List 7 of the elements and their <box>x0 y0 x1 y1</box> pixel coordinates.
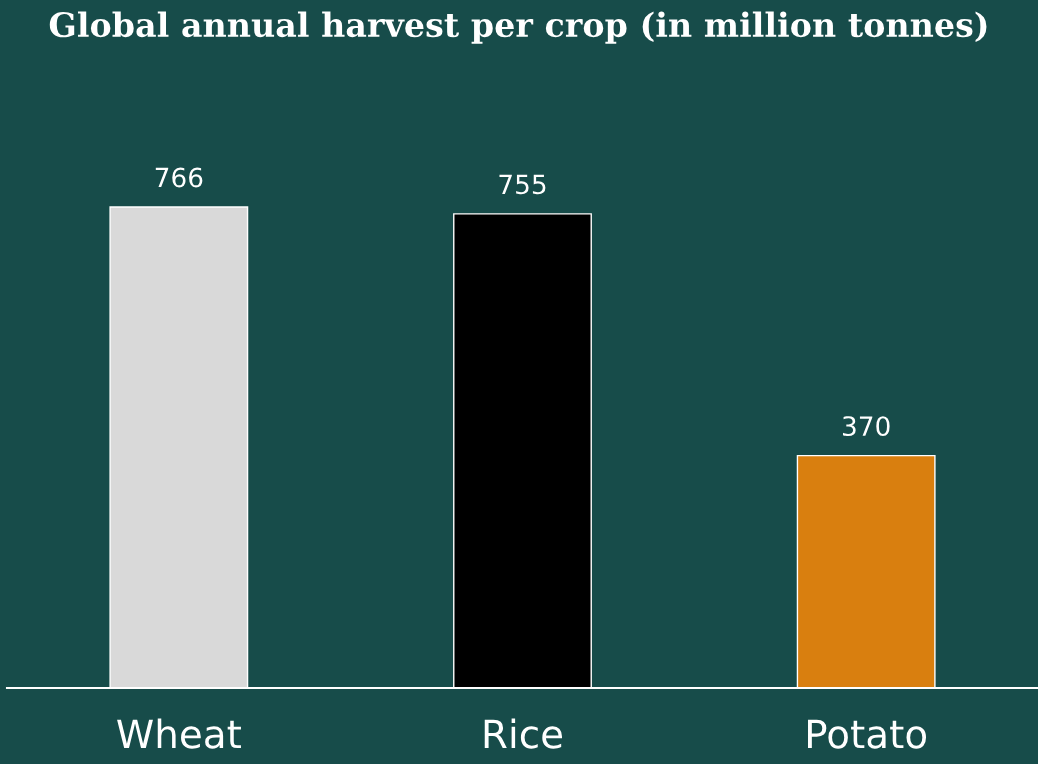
data-label: 766 <box>155 167 203 188</box>
x-tick-label: Rice <box>484 718 562 749</box>
data-label: 755 <box>499 174 546 195</box>
data-label: 370 <box>842 416 890 437</box>
chart-title: Global annual harvest per crop (in million tonnes) <box>49 11 987 44</box>
x-tick-label: Potato <box>808 719 927 749</box>
x-tick-label: Wheat <box>117 718 241 749</box>
